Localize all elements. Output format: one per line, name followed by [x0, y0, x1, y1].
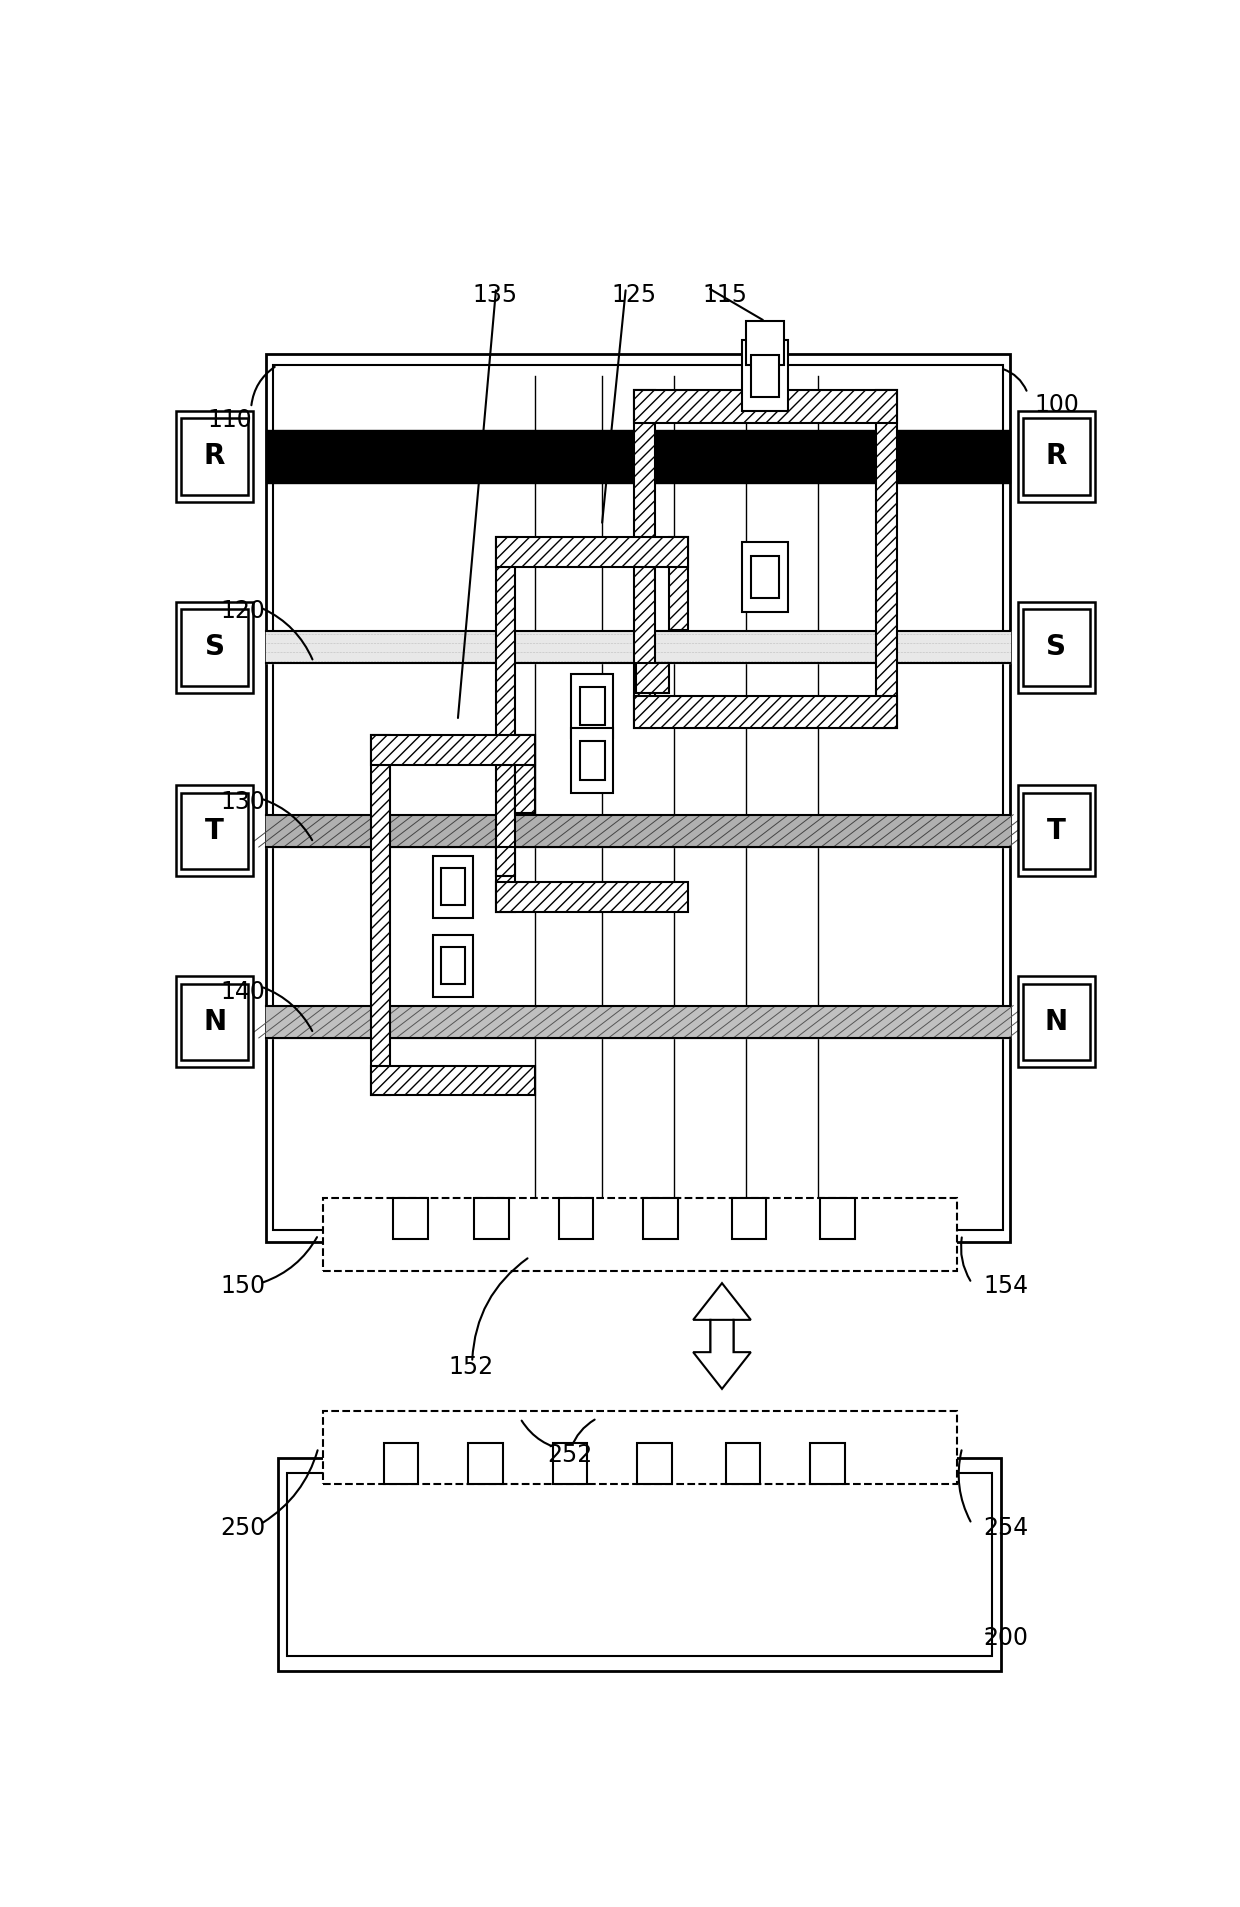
Text: 125: 125 [611, 282, 657, 307]
Polygon shape [693, 1283, 751, 1352]
Text: T: T [1047, 816, 1066, 845]
Bar [1018, 410, 1095, 502]
Bar [440, 948, 465, 984]
Bar [496, 538, 688, 566]
Bar [176, 410, 253, 502]
Bar [553, 1444, 588, 1484]
Bar [572, 728, 614, 793]
Text: 115: 115 [703, 282, 748, 307]
Bar [273, 366, 1003, 1230]
Bar [278, 1457, 1001, 1671]
Text: 254: 254 [983, 1516, 1029, 1541]
Bar [637, 1444, 672, 1484]
Bar [496, 883, 688, 912]
Bar [324, 1198, 957, 1272]
Bar [181, 608, 248, 685]
Bar [634, 391, 897, 423]
Text: 152: 152 [448, 1354, 494, 1379]
Bar [579, 687, 605, 725]
Bar [1023, 984, 1090, 1060]
Bar [634, 696, 897, 728]
Bar [474, 1198, 508, 1240]
Text: N: N [203, 1007, 226, 1036]
Bar [1018, 786, 1095, 877]
Text: 135: 135 [472, 282, 517, 307]
Text: 252: 252 [547, 1444, 593, 1466]
Polygon shape [693, 1320, 751, 1388]
Text: S: S [1047, 633, 1066, 662]
Text: 154: 154 [983, 1274, 1028, 1299]
Bar [516, 736, 534, 812]
Text: 140: 140 [221, 980, 265, 1005]
Bar [176, 976, 253, 1068]
Text: 120: 120 [221, 599, 265, 622]
Bar [440, 868, 465, 906]
Bar [1018, 603, 1095, 692]
Bar [433, 856, 474, 917]
Bar [751, 555, 779, 599]
Text: 200: 200 [983, 1627, 1028, 1650]
Bar [746, 322, 785, 366]
Bar [371, 736, 534, 765]
Bar [1023, 793, 1090, 870]
Bar [743, 341, 789, 410]
Bar [433, 934, 474, 997]
Bar [1018, 976, 1095, 1068]
Text: 130: 130 [221, 789, 265, 814]
Bar [469, 1444, 503, 1484]
Bar [181, 793, 248, 870]
Bar [371, 736, 391, 1095]
Text: R: R [1045, 442, 1068, 471]
Bar [751, 355, 779, 397]
Bar [181, 984, 248, 1060]
Text: 110: 110 [208, 408, 253, 431]
Bar [393, 1198, 428, 1240]
Bar [558, 1198, 593, 1240]
Text: R: R [203, 442, 226, 471]
Bar [324, 1411, 957, 1484]
Bar [644, 1198, 678, 1240]
Bar [875, 391, 897, 728]
Bar [1023, 608, 1090, 685]
Text: 100: 100 [1034, 393, 1079, 418]
Bar [176, 603, 253, 692]
Text: 250: 250 [221, 1516, 265, 1541]
Text: T: T [205, 816, 224, 845]
Bar [383, 1444, 418, 1484]
Bar [286, 1472, 992, 1655]
Bar [181, 418, 248, 494]
Bar [670, 538, 688, 629]
Bar [1023, 418, 1090, 494]
Text: S: S [205, 633, 224, 662]
Bar [176, 786, 253, 877]
Bar [725, 1444, 760, 1484]
Bar [579, 742, 605, 780]
Bar [635, 664, 670, 692]
Bar [371, 1066, 534, 1095]
Text: 150: 150 [221, 1274, 265, 1299]
Bar [732, 1198, 766, 1240]
Bar [820, 1198, 854, 1240]
Bar [572, 673, 614, 738]
Bar [811, 1444, 844, 1484]
Bar [634, 391, 655, 728]
Bar [496, 847, 516, 877]
Bar [496, 538, 516, 912]
Bar [743, 542, 789, 612]
Text: N: N [1045, 1007, 1068, 1036]
Bar [265, 353, 1011, 1241]
